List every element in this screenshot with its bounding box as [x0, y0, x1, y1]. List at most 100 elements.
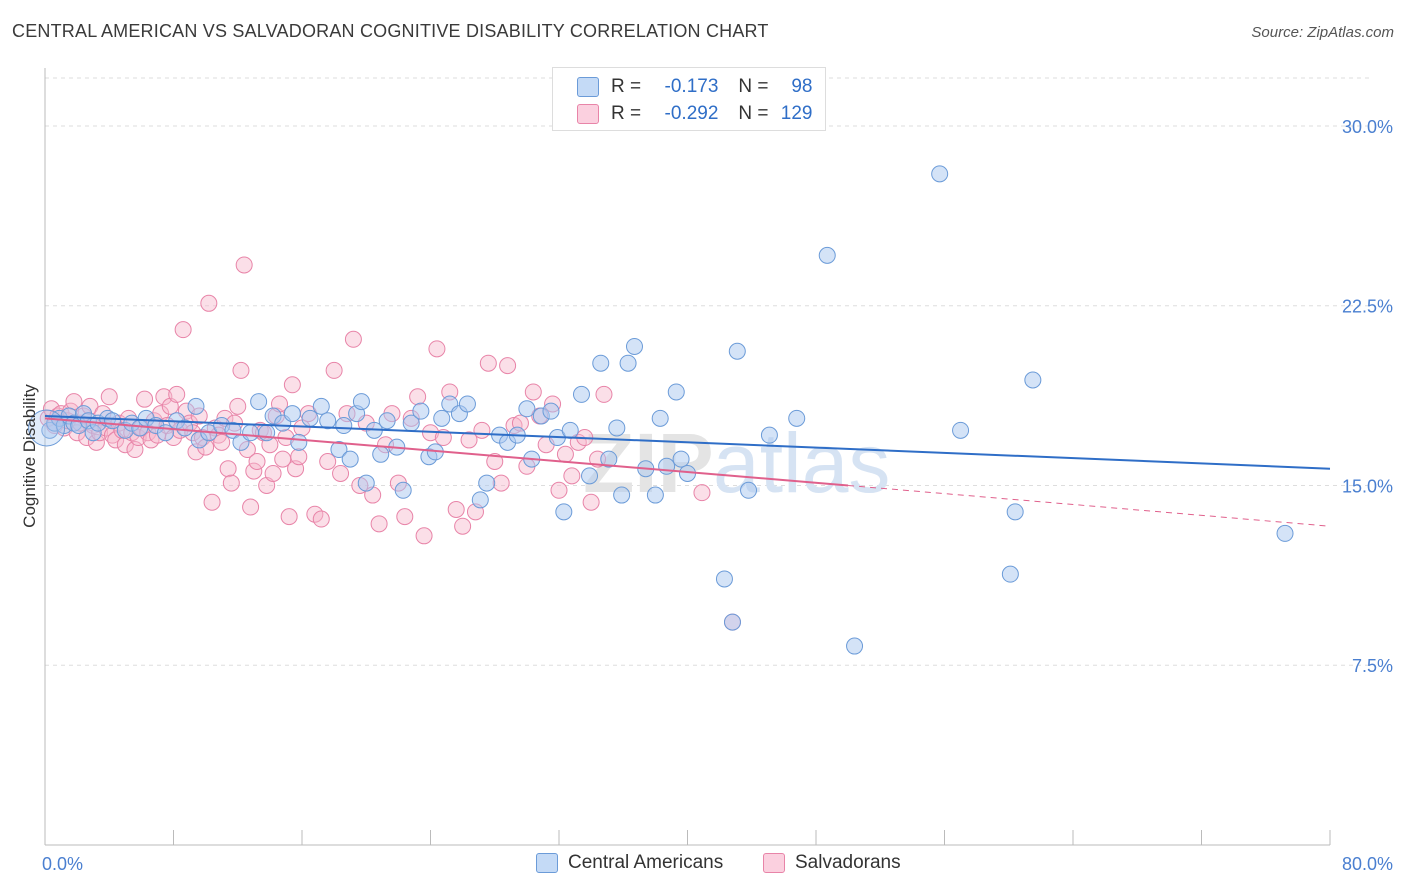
y-tick-label: 22.5%: [1342, 297, 1393, 317]
central-american-point: [561, 421, 579, 439]
central-american-point: [788, 409, 806, 427]
salvadoran-point: [235, 256, 253, 274]
central-american-point: [1024, 371, 1042, 389]
salvadoran-point: [174, 321, 192, 339]
legend-r-label: R =: [611, 103, 642, 124]
salvadoran-point: [693, 484, 711, 502]
salvadoran-point: [248, 453, 266, 470]
salvadoran-point: [454, 517, 472, 535]
central-american-point: [592, 354, 610, 372]
central-american-point: [372, 445, 390, 463]
central-american-point: [330, 441, 348, 459]
salvadoran-point: [550, 481, 568, 499]
bottom-legend-central-americans[interactable]: Central Americans: [536, 852, 723, 874]
central-american-point: [341, 450, 359, 468]
trend-lines: [44, 414, 1331, 527]
salvadoran-point: [213, 433, 231, 451]
salvadoran-point: [595, 385, 613, 403]
bottom-legend-label: Central Americans: [568, 852, 724, 873]
salvadoran-point: [222, 474, 240, 492]
salvadoran-point: [409, 388, 427, 406]
tick-labels: 7.5% 15.0% 22.5% 30.0% 0.0% 80.0%: [42, 117, 1393, 874]
central-american-point: [290, 433, 308, 451]
salvadoran-point: [325, 361, 343, 379]
central-american-point: [613, 486, 631, 504]
central-american-point: [931, 165, 949, 183]
source-credit[interactable]: Source: ZipAtlas.com: [1251, 24, 1394, 41]
central-american-point: [728, 342, 746, 360]
central-american-point: [433, 409, 451, 427]
watermark-atlas: atlas: [713, 416, 890, 510]
central-american-point: [301, 409, 319, 427]
central-american-point: [357, 474, 375, 492]
salvadoran-point: [229, 397, 247, 415]
central-american-point: [478, 474, 496, 492]
salvadoran-point: [232, 361, 250, 379]
legend-row-salvadorans: R = -0.292 N = 129: [577, 102, 813, 126]
salvadoran-point: [344, 330, 362, 348]
salvadoran-point: [428, 340, 446, 358]
bottom-legend-label: Salvadorans: [795, 852, 901, 873]
y-axis-label: Cognitive Disability: [20, 384, 39, 528]
legend-row-central-americans: R = -0.173 N = 98: [577, 75, 813, 99]
legend-swatch-pink: [577, 104, 599, 124]
central-american-point: [658, 457, 676, 475]
salvadoran-point: [203, 493, 221, 511]
salvadoran-point: [434, 429, 452, 447]
salvadoran-point: [264, 464, 282, 482]
central-american-point: [1001, 565, 1019, 583]
central-american-point: [600, 450, 618, 468]
central-american-point: [625, 337, 643, 355]
central-american-point: [581, 467, 599, 485]
salvadoran-point: [473, 421, 491, 439]
central-americans-trend-line: [44, 414, 1331, 470]
legend-n-label: N =: [738, 76, 769, 97]
central-american-point: [412, 402, 430, 420]
central-american-point: [335, 417, 353, 435]
salvadoran-point: [245, 462, 263, 480]
salvadoran-point: [100, 388, 118, 406]
central-american-point: [518, 400, 536, 418]
salvadoran-point: [242, 498, 260, 516]
central-american-point: [394, 481, 412, 499]
central-american-point: [312, 397, 330, 415]
central-american-point: [672, 450, 690, 468]
salvadoran-point: [290, 448, 308, 466]
legend-n-value: 98: [791, 76, 813, 97]
legend-r-value: -0.173: [664, 76, 719, 97]
salvadoran-point: [447, 500, 465, 518]
salvadoran-point: [460, 431, 478, 449]
bottom-legend-swatch-pink: [763, 853, 785, 873]
salvadoran-point: [524, 383, 542, 401]
salvadorans-trend-line: [44, 417, 849, 487]
central-american-point: [760, 426, 778, 444]
central-american-point: [646, 486, 664, 504]
central-americans-points: [28, 165, 1294, 655]
central-american-point: [542, 402, 560, 420]
central-american-point: [1006, 503, 1024, 521]
central-american-point: [715, 570, 733, 588]
central-american-point: [319, 412, 337, 430]
legend-swatch-blue: [577, 77, 599, 97]
legend-r-label: R =: [611, 76, 642, 97]
legend-n-label: N =: [738, 103, 769, 124]
salvadoran-point: [492, 474, 510, 492]
central-american-point: [846, 637, 864, 655]
salvadorans-trend-extension: [848, 484, 1331, 527]
central-american-point: [572, 385, 590, 403]
bottom-legend-swatch-blue: [536, 853, 558, 873]
salvadoran-point: [563, 467, 581, 485]
salvadoran-point: [582, 493, 600, 511]
salvadoran-point: [370, 515, 388, 533]
y-tick-label: 7.5%: [1352, 656, 1393, 676]
y-tick-label: 15.0%: [1342, 476, 1393, 496]
salvadoran-point: [136, 390, 154, 408]
salvadoran-point: [200, 294, 218, 312]
source-brand[interactable]: ZipAtlas.com: [1307, 24, 1394, 41]
central-american-point: [740, 481, 758, 499]
bottom-legend: Central Americans Salvadorans: [0, 852, 1406, 876]
salvadoran-point: [319, 453, 337, 470]
bottom-legend-salvadorans[interactable]: Salvadorans: [763, 852, 901, 874]
salvadoran-point: [155, 388, 173, 406]
